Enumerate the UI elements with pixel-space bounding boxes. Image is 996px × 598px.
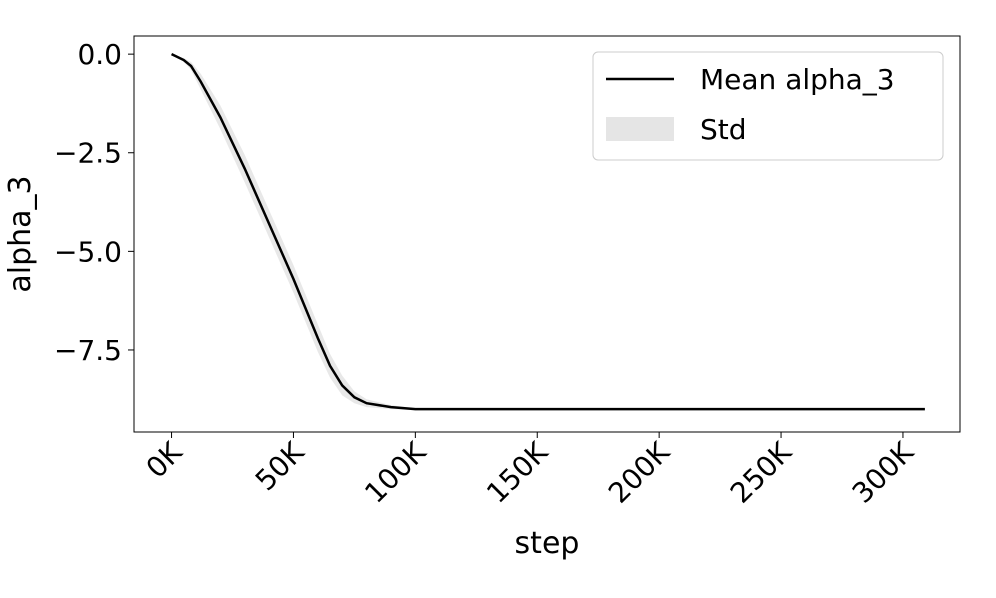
- y-tick-label: −7.5: [54, 334, 122, 367]
- x-tick-label: 300K: [846, 435, 921, 510]
- legend-box: [592, 51, 944, 161]
- x-tick-label: 0K: [140, 435, 189, 484]
- x-tick-label: 100K: [358, 435, 433, 510]
- x-axis-label: step: [515, 526, 580, 561]
- y-tick-label: −2.5: [54, 137, 122, 170]
- x-tick-label: 250K: [724, 435, 799, 510]
- legend-std-swatch: [606, 117, 674, 141]
- legend-std-label: Std: [700, 113, 747, 146]
- y-axis-label: alpha_3: [3, 175, 38, 292]
- y-tick-label: −5.0: [54, 235, 122, 268]
- mean-line: [170, 53, 925, 411]
- plot-frame: [133, 35, 961, 433]
- x-tick-label: 150K: [480, 435, 555, 510]
- legend-mean-label: Mean alpha_3: [700, 63, 895, 96]
- y-tick-label: 0.0: [77, 38, 122, 71]
- x-tick-label: 200K: [602, 435, 677, 510]
- x-tick-label: 50K: [249, 435, 311, 497]
